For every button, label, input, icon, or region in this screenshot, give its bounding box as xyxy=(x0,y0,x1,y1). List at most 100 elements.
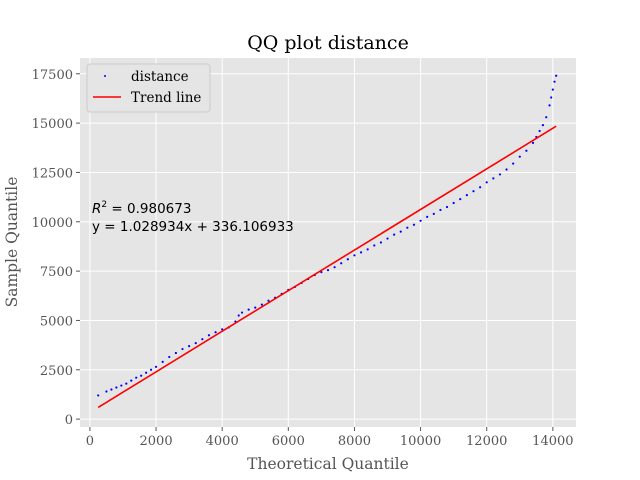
data-point xyxy=(531,141,535,144)
data-point xyxy=(538,129,541,133)
data-point xyxy=(181,347,184,351)
data-point xyxy=(359,251,363,254)
data-point xyxy=(541,123,545,127)
distance-points xyxy=(97,74,558,397)
data-point xyxy=(125,382,128,385)
data-point xyxy=(105,390,108,393)
data-point xyxy=(340,262,343,265)
y-tick-label: 0 xyxy=(65,413,73,428)
y-tick-label: 7500 xyxy=(40,265,73,280)
data-point xyxy=(465,194,468,197)
data-point xyxy=(174,351,177,355)
data-point xyxy=(168,355,171,359)
data-point xyxy=(553,80,556,83)
y-tick-label: 10000 xyxy=(32,216,73,231)
data-point xyxy=(545,116,548,119)
data-point xyxy=(459,197,462,201)
trend-line xyxy=(97,125,557,409)
data-point xyxy=(399,230,402,233)
data-point xyxy=(393,233,396,236)
data-point xyxy=(154,365,158,368)
data-point xyxy=(419,219,422,222)
grid-lines xyxy=(80,58,576,427)
r-squared-symbol: R xyxy=(92,201,101,217)
data-point xyxy=(260,303,263,306)
data-point xyxy=(548,104,551,107)
data-point xyxy=(426,215,429,218)
data-point xyxy=(188,344,191,348)
data-point xyxy=(505,168,508,171)
data-point xyxy=(479,186,482,189)
r-squared-superscript: 2 xyxy=(101,200,107,210)
data-point xyxy=(201,338,204,341)
data-point xyxy=(386,237,389,240)
data-point xyxy=(346,258,349,261)
y-tick-label: 12500 xyxy=(32,166,73,181)
legend-label-distance: distance xyxy=(131,69,189,85)
data-point xyxy=(120,384,123,387)
legend-label-trend: Trend line xyxy=(131,90,201,106)
data-point xyxy=(518,155,521,158)
data-point xyxy=(145,371,148,374)
data-point xyxy=(267,299,270,302)
data-point xyxy=(149,368,153,371)
data-point xyxy=(110,388,113,391)
y-tick-label: 17500 xyxy=(32,68,73,83)
legend: distance Trend line xyxy=(86,63,211,113)
data-point xyxy=(353,254,356,257)
data-point xyxy=(333,266,336,269)
data-point xyxy=(379,241,383,244)
data-point xyxy=(551,88,554,91)
plot-area xyxy=(80,58,576,427)
x-tick-label: 2000 xyxy=(140,434,173,449)
data-point xyxy=(412,223,416,226)
y-tick-label: 2500 xyxy=(40,364,73,379)
y-tick-label: 5000 xyxy=(40,314,73,329)
r-squared-annotation: R2 = 0.980673 xyxy=(92,200,191,217)
data-point xyxy=(452,201,455,205)
trend-equation-annotation: y = 1.028934x + 336.106933 xyxy=(92,219,294,235)
data-point xyxy=(485,181,488,184)
x-axis-label: Theoretical Quantile xyxy=(247,455,409,473)
x-tick-label: 8000 xyxy=(338,434,371,449)
data-point xyxy=(555,74,558,77)
data-point xyxy=(492,177,495,180)
data-point xyxy=(439,208,442,212)
x-tick-label: 12000 xyxy=(466,434,507,449)
data-point xyxy=(512,162,515,165)
data-point xyxy=(237,314,240,317)
data-point xyxy=(247,308,250,311)
data-point xyxy=(445,205,449,209)
data-point xyxy=(115,386,118,389)
data-point xyxy=(432,212,435,215)
x-tick-label: 10000 xyxy=(400,434,441,449)
data-point xyxy=(525,149,528,152)
x-axis-ticks: 0 2000 4000 6000 8000 10000 12000 14000 xyxy=(86,427,574,449)
data-point xyxy=(254,306,257,309)
data-point xyxy=(472,190,475,193)
data-point xyxy=(194,342,197,345)
x-tick-label: 0 xyxy=(86,434,94,449)
data-point xyxy=(207,334,211,337)
data-point xyxy=(240,311,244,314)
x-tick-label: 14000 xyxy=(532,434,573,449)
r-squared-value: = 0.980673 xyxy=(107,201,191,217)
y-axis-label: Sample Quantile xyxy=(3,177,21,308)
y-tick-label: 15000 xyxy=(32,117,73,132)
data-point xyxy=(406,226,409,229)
y-axis-ticks: 0 2500 5000 7500 10000 12500 15000 17500 xyxy=(32,68,80,428)
legend-box xyxy=(86,63,211,113)
data-point xyxy=(214,331,217,334)
x-tick-label: 4000 xyxy=(206,434,239,449)
data-point xyxy=(550,96,553,99)
data-point xyxy=(97,394,100,397)
x-tick-label: 6000 xyxy=(272,434,305,449)
data-point xyxy=(130,379,133,382)
data-point xyxy=(135,376,138,379)
legend-marker-distance xyxy=(104,75,106,77)
data-point xyxy=(161,360,164,363)
data-point xyxy=(373,244,376,247)
data-point xyxy=(366,248,369,251)
data-point xyxy=(326,269,330,272)
